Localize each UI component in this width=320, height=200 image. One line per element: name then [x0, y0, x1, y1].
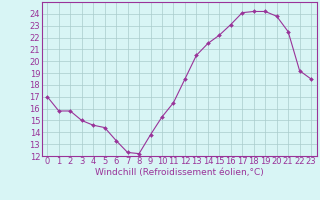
X-axis label: Windchill (Refroidissement éolien,°C): Windchill (Refroidissement éolien,°C): [95, 168, 264, 177]
